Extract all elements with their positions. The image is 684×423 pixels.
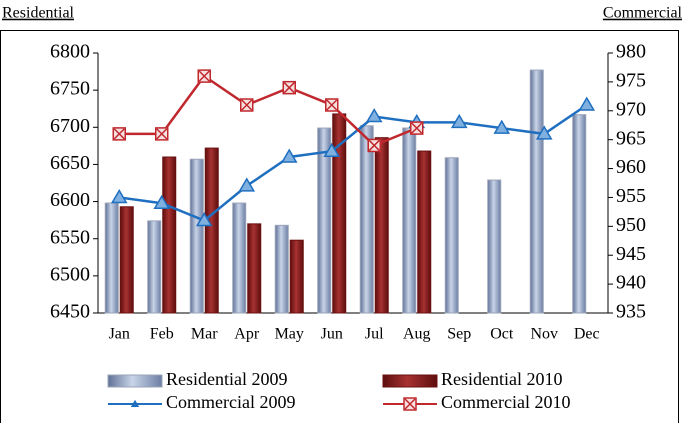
line-marker bbox=[410, 121, 424, 135]
bar bbox=[232, 202, 247, 314]
y2-tick-label: 960 bbox=[616, 156, 646, 178]
y-tick-label: 6800 bbox=[50, 41, 90, 63]
line-marker bbox=[155, 127, 169, 141]
marker-cross bbox=[241, 99, 253, 111]
y2-tick-label: 940 bbox=[616, 272, 646, 294]
line-marker bbox=[280, 148, 298, 163]
bar bbox=[359, 125, 374, 314]
marker-cross bbox=[113, 128, 125, 140]
y2-tick-label: 980 bbox=[616, 41, 646, 63]
y-tick-label: 6600 bbox=[50, 189, 90, 211]
legend-item: Commercial 2009 bbox=[108, 392, 295, 412]
line-marker bbox=[197, 69, 211, 83]
legend-item: Commercial 2010 bbox=[383, 392, 570, 412]
line bbox=[119, 74, 418, 147]
bar bbox=[444, 157, 459, 314]
bar bbox=[529, 69, 544, 314]
x-tick-label: Apr bbox=[234, 326, 260, 343]
line-marker bbox=[367, 138, 381, 153]
line-marker bbox=[365, 108, 383, 123]
x-tick-label: Aug bbox=[403, 326, 431, 343]
y2-tick-label: 950 bbox=[616, 214, 646, 236]
y2-tick-label: 965 bbox=[616, 127, 646, 149]
line-marker bbox=[578, 96, 596, 111]
x-tick-label: Oct bbox=[490, 326, 514, 343]
x-tick-label: May bbox=[275, 326, 304, 343]
y2-tick-label: 955 bbox=[616, 185, 646, 207]
legend-label: Commercial 2009 bbox=[166, 392, 295, 412]
line-marker bbox=[240, 98, 254, 112]
bar bbox=[274, 224, 289, 314]
y-tick-label: 6450 bbox=[50, 301, 90, 323]
bar bbox=[104, 202, 119, 314]
y-tick-label: 6500 bbox=[50, 263, 90, 285]
line bbox=[119, 103, 588, 222]
bar bbox=[487, 179, 502, 314]
y-tick-label: 6650 bbox=[50, 152, 90, 174]
bar bbox=[374, 137, 389, 314]
y2-tick-label: 935 bbox=[616, 301, 646, 323]
marker-cross bbox=[198, 70, 210, 82]
marker-cross bbox=[411, 122, 423, 134]
bar bbox=[247, 223, 262, 314]
y-tick-label: 6750 bbox=[50, 78, 90, 100]
x-tick-label: Jun bbox=[321, 326, 343, 343]
bar bbox=[119, 206, 134, 314]
x-tick-label: Feb bbox=[150, 326, 174, 343]
x-tick-label: Sep bbox=[447, 326, 471, 343]
legend-label: Residential 2009 bbox=[166, 369, 287, 389]
line-marker bbox=[325, 98, 339, 112]
bar bbox=[147, 220, 162, 314]
legend-item: Residential 2009 bbox=[107, 369, 287, 389]
marker-cross bbox=[283, 82, 295, 94]
legend-swatch bbox=[382, 374, 438, 388]
line-marker bbox=[195, 212, 213, 227]
y-tick-label: 6700 bbox=[50, 115, 90, 137]
x-tick-label: Jul bbox=[365, 326, 384, 343]
line-marker bbox=[282, 80, 296, 95]
x-tick-label: Nov bbox=[530, 326, 558, 343]
legend-swatch bbox=[107, 374, 163, 388]
line-marker bbox=[493, 119, 511, 134]
line-marker bbox=[535, 125, 553, 140]
line-marker bbox=[112, 127, 126, 141]
bar bbox=[162, 156, 177, 314]
bar bbox=[417, 150, 432, 314]
marker-cross bbox=[368, 139, 380, 151]
x-tick-label: Dec bbox=[574, 326, 600, 343]
bar bbox=[189, 158, 204, 314]
line-marker bbox=[323, 142, 341, 157]
y2-tick-label: 975 bbox=[616, 69, 646, 91]
bar bbox=[332, 113, 347, 314]
legend-item: Residential 2010 bbox=[382, 369, 562, 389]
frame bbox=[0, 30, 679, 423]
bar bbox=[317, 127, 332, 314]
y-tick-label: 6550 bbox=[50, 226, 90, 248]
line-marker bbox=[110, 188, 128, 204]
bar bbox=[204, 147, 219, 314]
legend-label: Residential 2010 bbox=[441, 369, 562, 389]
legend-label: Commercial 2010 bbox=[441, 392, 570, 412]
legend-marker bbox=[404, 398, 416, 410]
marker-cross bbox=[326, 99, 338, 111]
y2-tick-label: 945 bbox=[616, 243, 646, 265]
bar bbox=[572, 114, 587, 314]
bar bbox=[402, 127, 417, 314]
y2-axis-title: Commercial bbox=[603, 5, 683, 22]
line-marker bbox=[238, 177, 256, 192]
line-marker bbox=[153, 194, 171, 209]
y-axis-title: Residential bbox=[2, 5, 75, 22]
x-tick-label: Jan bbox=[109, 326, 130, 343]
legend-marker bbox=[130, 399, 140, 407]
bar bbox=[289, 239, 304, 314]
y2-tick-label: 970 bbox=[616, 98, 646, 120]
line-marker bbox=[450, 113, 468, 129]
marker-cross bbox=[156, 128, 168, 140]
x-tick-label: Mar bbox=[191, 326, 218, 343]
